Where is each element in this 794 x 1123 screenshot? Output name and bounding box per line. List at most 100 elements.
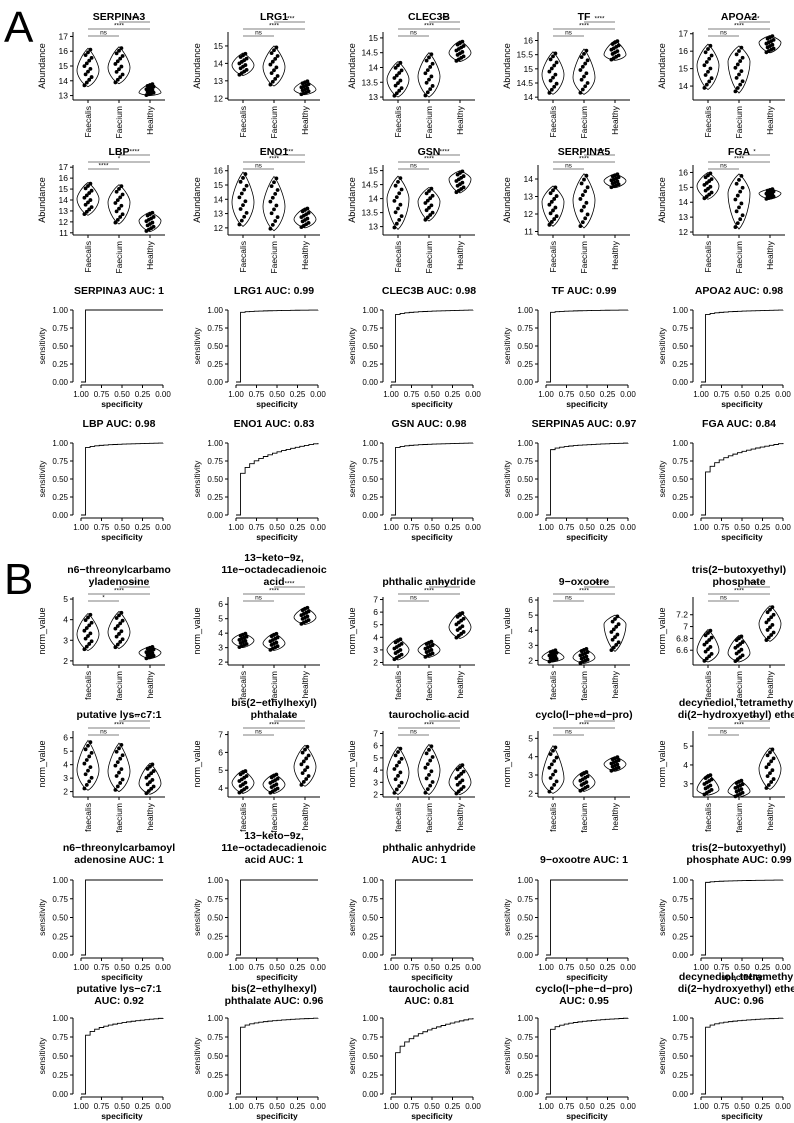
- data-point: [580, 87, 585, 92]
- data-point: [398, 637, 403, 642]
- data-point: [399, 68, 404, 73]
- data-point: [306, 618, 311, 623]
- y-tick-label: 14.5: [361, 180, 378, 190]
- x-tick-label: faecalis: [238, 671, 248, 700]
- y-tick-label: 14: [369, 194, 379, 204]
- plot-title: phthalic anhydride: [382, 842, 476, 854]
- plot-title: putative lys−c7:1: [77, 983, 162, 995]
- y-tick-label: 13: [59, 206, 69, 216]
- y-tick-label: 6.6: [676, 645, 688, 655]
- significance-label: ****: [114, 722, 125, 729]
- data-point: [769, 615, 774, 620]
- data-point: [151, 215, 156, 219]
- significance-label: ns: [100, 30, 108, 37]
- data-point: [84, 193, 89, 198]
- x-tick-label: 0.50: [269, 390, 285, 399]
- roc-plot-7: GSN AUC: 0.98 0.00 0.25 0.50 0.75 1.00 1.00 0.7…: [347, 418, 481, 542]
- data-point: [549, 786, 554, 791]
- data-point: [120, 212, 125, 217]
- plot-title: adenosine AUC: 1: [74, 854, 164, 866]
- data-point: [398, 746, 403, 751]
- roc-plot-4: APOA2 AUC: 0.98 0.00 0.25 0.50 0.75 1.00 1.00 0…: [657, 285, 791, 409]
- plot-title: TF: [578, 11, 591, 23]
- data-point: [88, 631, 93, 636]
- y-tick-label: 0.00: [52, 511, 68, 520]
- x-tick-label: Faecalis: [393, 106, 403, 138]
- x-tick-label: 1.00: [228, 523, 244, 532]
- y-tick-label: 2: [373, 790, 378, 800]
- significance-label: ****: [439, 16, 450, 23]
- x-tick-label: faecium: [734, 671, 744, 701]
- data-point: [399, 652, 404, 657]
- y-tick-label: 3: [528, 770, 533, 780]
- data-point: [237, 195, 242, 200]
- x-tick-label: Faecium: [114, 106, 124, 139]
- data-point: [734, 181, 739, 186]
- x-tick-label: 0.00: [620, 1102, 636, 1111]
- data-point: [244, 183, 249, 188]
- y-tick-label: 2: [528, 788, 533, 798]
- y-tick-label: 0.50: [362, 1052, 378, 1061]
- x-tick-label: 0.75: [559, 523, 575, 532]
- x-tick-label: 0.25: [135, 1102, 151, 1111]
- data-point: [614, 643, 619, 647]
- significance-label: ****: [594, 16, 605, 23]
- x-tick-label: 0.25: [600, 390, 616, 399]
- roc-curve: [391, 879, 473, 956]
- roc-curve: [391, 442, 474, 516]
- y-tick-label: 7.2: [676, 610, 688, 620]
- data-point: [273, 219, 278, 223]
- plot-title: SERPINA5 AUC: 0.97: [532, 418, 637, 430]
- x-tick-label: 0.50: [734, 1102, 750, 1111]
- y-tick-label: 0.25: [517, 1071, 533, 1080]
- data-point: [244, 642, 249, 646]
- violin-plot-7: taurocholic acid 2 3 4 5 6 7 norm_value faecalis…: [347, 709, 475, 833]
- violin-shape: [572, 48, 596, 95]
- y-tick-label: 1.00: [517, 876, 533, 885]
- x-tick-label: healthy: [610, 802, 620, 830]
- data-point: [460, 169, 465, 174]
- roc-plot-8: cyclo(l−phe−d−pro)AUC: 0.95 0.00 0.25 0.50 0…: [502, 983, 636, 1121]
- data-point: [272, 48, 276, 53]
- data-point: [86, 50, 90, 55]
- x-tick-label: Faecium: [579, 241, 589, 274]
- data-point: [84, 644, 89, 649]
- data-point: [615, 762, 620, 767]
- data-point: [243, 63, 248, 67]
- data-point: [89, 639, 94, 644]
- data-point: [549, 199, 554, 204]
- significance-label: ns: [410, 595, 418, 602]
- violin-shape: [572, 770, 596, 792]
- data-point: [459, 771, 464, 776]
- data-point: [113, 201, 118, 205]
- x-tick-label: 0.50: [424, 963, 440, 972]
- data-point: [148, 764, 152, 769]
- data-point: [582, 204, 586, 209]
- x-tick-label: faecalis: [83, 803, 93, 832]
- data-point: [548, 776, 553, 780]
- data-point: [269, 184, 274, 189]
- y-tick-label: 16: [59, 46, 69, 56]
- y-tick-label: 13: [214, 76, 224, 86]
- data-point: [585, 58, 590, 63]
- data-point: [740, 653, 745, 658]
- data-point: [459, 787, 464, 791]
- y-tick-label: 13.5: [361, 77, 378, 87]
- significance-label: ****: [734, 722, 745, 729]
- x-tick-label: 1.00: [693, 390, 709, 399]
- data-point: [394, 763, 399, 768]
- x-tick-label: 0.00: [465, 1102, 481, 1111]
- data-point: [770, 605, 775, 610]
- plot-title: 13−keto−9z,: [244, 830, 304, 842]
- data-point: [427, 189, 431, 193]
- data-point: [584, 48, 589, 53]
- y-tick-label: 0.00: [672, 951, 688, 960]
- y-tick-label: 0.50: [362, 914, 378, 923]
- data-point: [115, 760, 120, 765]
- y-tick-label: 12: [214, 223, 224, 233]
- data-point: [429, 647, 434, 652]
- data-point: [424, 80, 429, 85]
- data-point: [553, 648, 558, 653]
- x-tick-label: Healthy: [455, 105, 465, 135]
